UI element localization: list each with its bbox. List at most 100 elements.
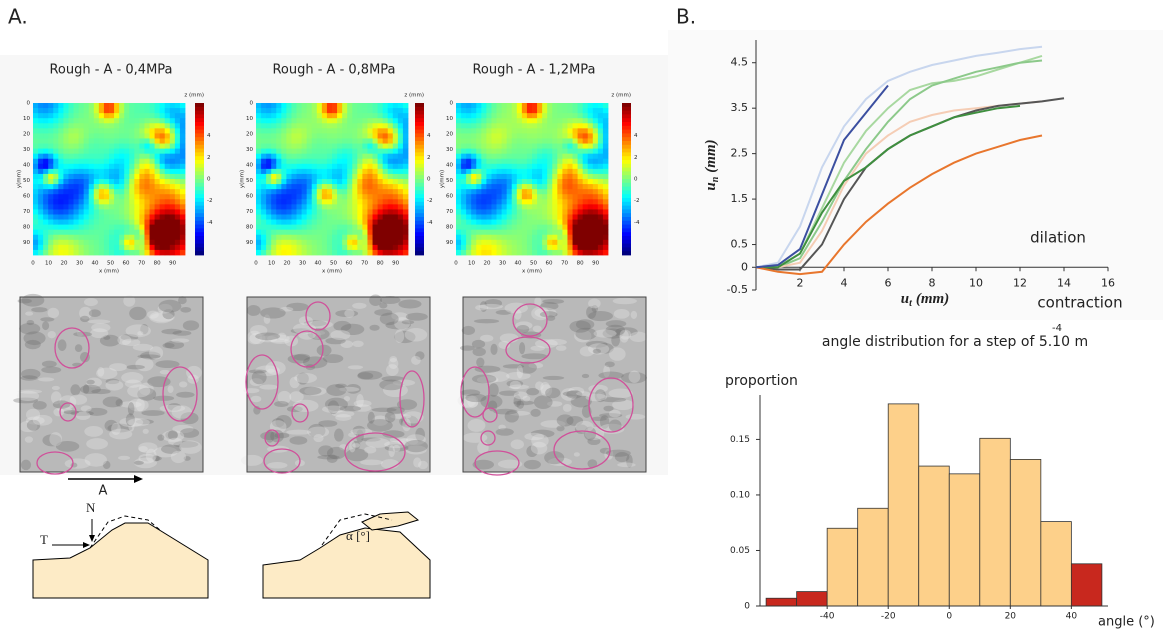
y-tick-label: 4.5 [731,56,749,69]
heatmap-cell [103,143,110,149]
photo-texture [137,387,157,401]
heatmap-cell [266,128,272,134]
heatmap-cell [511,244,518,251]
heatmap-cell [58,244,64,251]
heatmap-cell [119,199,125,205]
heatmap-cell [311,204,318,210]
photo-texture [562,403,572,412]
heatmap-cell [139,219,145,225]
heatmap-cell [33,133,39,139]
heatmap-cell [68,209,74,215]
heatmap-cell [526,153,533,160]
heatmap-cell [387,103,394,109]
heatmap-cell [144,214,150,220]
photo-texture [90,328,109,339]
heatmap-cell [542,229,548,236]
heatmap-cell [332,118,338,124]
heatmap-cell [139,209,145,215]
heatmap-cell [532,239,538,246]
heatmap-cell [43,209,49,215]
heatmap-cell [357,209,363,215]
heatmap-cell [521,138,528,144]
heatmap-cell [53,108,59,114]
heatmap-cell [266,163,272,170]
colorbar-tick-label: 0 [427,177,431,183]
heatmap-cell [521,148,528,155]
heatmap-cell [516,209,523,215]
photo-texture [392,379,416,386]
heatmap-cell [347,209,353,215]
heatmap-cell [179,108,186,114]
heatmap-cell [521,179,528,185]
heatmap-cell [332,173,338,180]
heatmap-cell [377,148,384,155]
heatmap-cell [562,148,568,155]
heatmap-cell [291,239,297,246]
photo-texture [528,362,544,369]
heatmap-cell [367,123,373,129]
arrow-label: A [99,484,108,499]
heatmap-cell [597,234,604,241]
heatmap-cell [501,118,508,124]
heatmap-cell [481,103,487,109]
heatmap-cell [397,113,404,119]
heatmap-cell [461,229,467,236]
heatmap-cell [78,143,85,149]
photo-texture [406,434,426,446]
heatmap-cell [311,113,318,119]
heatmap-cell [68,224,74,231]
heatmap-cell [526,234,533,241]
heatmap-cell [562,108,568,114]
axis-label-part: (mm) [916,291,949,307]
heatmap-cell [567,158,573,165]
heatmap-cell [301,118,308,124]
heatmap-cell [169,143,176,149]
heatmap-cell [532,249,538,256]
heatmap-cell [332,229,338,236]
heatmap-cell [169,244,176,251]
heatmap-cell [149,138,155,144]
heatmap-cell [159,189,166,195]
heatmap-cell [476,148,482,155]
colorbar-cell [622,129,631,134]
heatmap-cell [352,103,358,109]
photo-texture [606,449,631,457]
heatmap-cell [164,229,171,236]
heatmap-cell [582,138,589,144]
heatmap-cell [63,148,69,155]
heatmap-cell [291,189,297,195]
heatmap-cell [526,214,533,220]
heatmap-cell [266,113,272,119]
photo-texture [384,411,396,423]
heatmap-cell [53,168,59,175]
heatmap-cell [516,244,523,251]
heatmap-cell [326,204,333,210]
heatmap-cell [58,118,64,124]
heatmap-cell [98,224,105,231]
x-tick-label: 80 [577,261,584,267]
heatmap-cell [169,128,176,134]
heatmap-cell [476,189,482,195]
heatmap-cell [377,234,384,241]
heatmap-cell [367,138,373,144]
y-tick-label: 90 [23,240,30,246]
heatmap-cell [154,163,161,170]
heatmap-cell [144,113,150,119]
heatmap-cell [382,179,389,185]
heatmap-cell [114,244,120,251]
x-tick-label: 40 [315,261,322,267]
heatmap-cell [597,224,604,231]
heatmap-cell [129,204,135,210]
heatmap-cell [481,168,487,175]
heatmap-cell [53,224,59,231]
heatmap-cell [362,229,368,236]
heatmap-cell [357,249,363,256]
heatmap-cell [552,138,558,144]
heatmap-cell [461,239,467,246]
heatmap-cell [377,103,384,109]
heatmap-cell [286,199,292,205]
heatmap-cell [58,209,64,215]
heatmap-cell [532,153,538,160]
heatmap-cell [471,173,477,180]
photo-texture [546,315,556,321]
